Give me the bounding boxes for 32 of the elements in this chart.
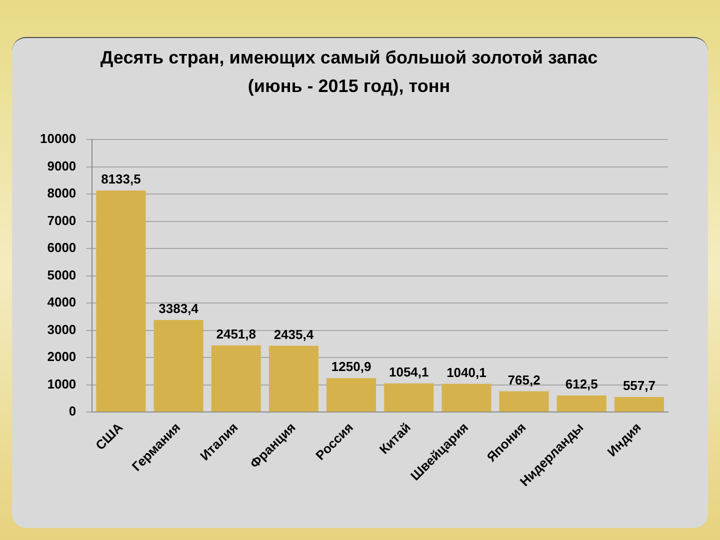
bar — [614, 396, 664, 412]
bar — [442, 384, 492, 412]
data-label: 557,7 — [622, 378, 656, 394]
y-tick-label: 1000 — [47, 376, 76, 392]
bar — [268, 346, 318, 412]
y-tick-label: 2000 — [47, 349, 76, 364]
bar — [384, 383, 434, 412]
data-label: 2451,8 — [216, 326, 256, 342]
data-label: 765,2 — [508, 372, 540, 388]
y-tick-label: 4000 — [47, 294, 76, 310]
bar — [556, 395, 606, 412]
bar — [326, 378, 376, 412]
y-tick-label: 7000 — [47, 212, 76, 228]
data-label: 1250,9 — [331, 359, 372, 374]
bar — [154, 320, 204, 412]
y-tick-label: 0 — [68, 404, 76, 419]
y-tick-label: 8000 — [47, 186, 76, 201]
y-tick-label: 3000 — [47, 322, 76, 337]
y-tick-label: 6000 — [47, 240, 76, 256]
data-label: 3383,4 — [158, 301, 200, 316]
chart-title: Десять стран, имеющих самый большой золотой запас (июнь - 2015 год), тонн — [100, 47, 598, 96]
y-tick-label: 9000 — [47, 158, 76, 174]
data-label: 612,5 — [565, 376, 598, 392]
data-label: 8133,5 — [101, 172, 141, 187]
bar — [96, 190, 146, 412]
bar — [211, 345, 261, 412]
y-tick-label: 5000 — [47, 267, 76, 282]
data-label: 1054,1 — [388, 364, 429, 380]
y-tick-label: 10000 — [40, 131, 76, 146]
bar — [499, 391, 549, 412]
data-label: 1040,1 — [446, 364, 486, 380]
data-label: 2435,4 — [274, 326, 314, 342]
